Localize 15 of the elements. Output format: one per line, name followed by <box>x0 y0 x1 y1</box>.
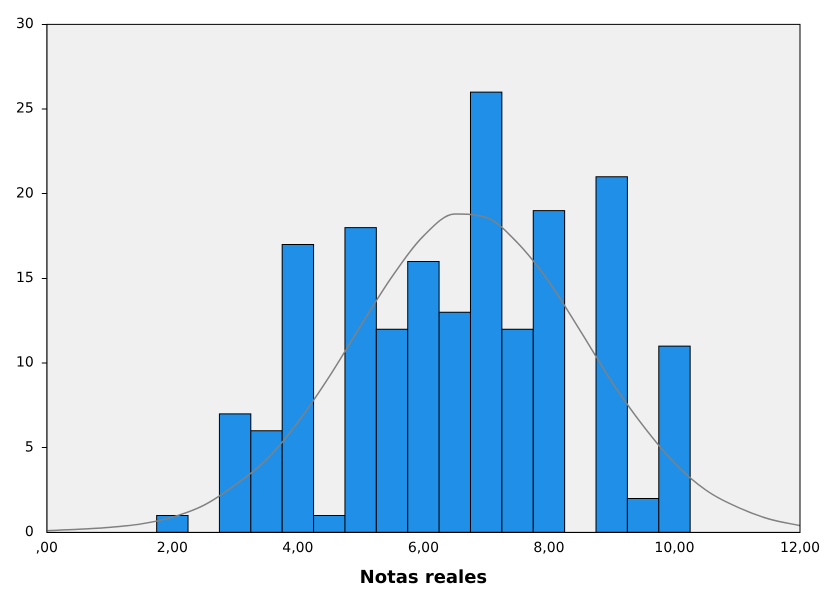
y-tick-label: 10 <box>16 354 34 371</box>
x-tick-label: 2,00 <box>156 540 188 556</box>
x-tick-label: 10,00 <box>654 540 695 556</box>
y-tick-label: 20 <box>16 185 34 202</box>
y-tick-label: 5 <box>24 439 34 456</box>
y-tick-label: 15 <box>16 270 34 286</box>
y-tick-label: 30 <box>16 16 34 32</box>
y-tick-label: 0 <box>24 524 34 540</box>
x-tick-label: 12,00 <box>780 540 820 556</box>
x-tick-label: 8,00 <box>533 540 565 556</box>
x-tick-label: 4,00 <box>282 540 314 556</box>
y-tick-label: 25 <box>16 100 34 117</box>
x-axis-title: Notas reales <box>360 566 488 588</box>
x-tick-label: 6,00 <box>408 540 439 556</box>
x-tick-label: ,00 <box>36 540 58 556</box>
